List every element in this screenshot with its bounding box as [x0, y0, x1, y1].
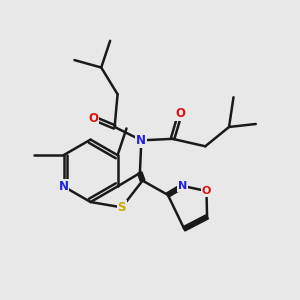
Text: N: N [58, 180, 68, 193]
Text: S: S [118, 201, 126, 214]
Text: N: N [136, 134, 146, 147]
Text: O: O [202, 186, 211, 196]
Text: O: O [175, 107, 185, 120]
Text: O: O [88, 112, 98, 124]
Text: N: N [178, 181, 187, 191]
